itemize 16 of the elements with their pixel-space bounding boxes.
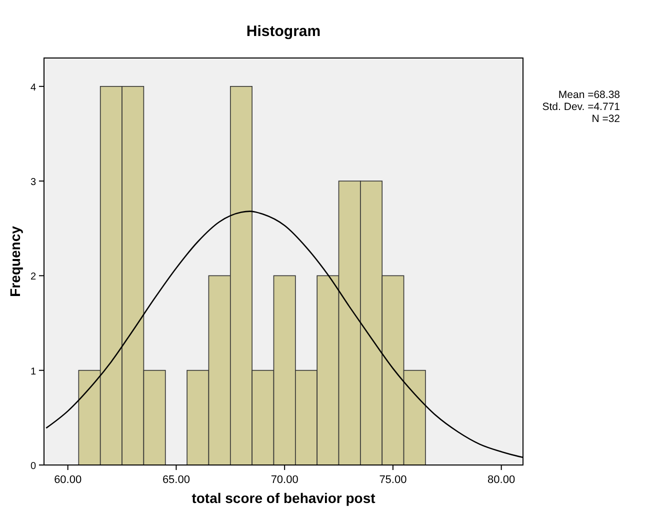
y-tick-label: 4 xyxy=(30,82,36,94)
x-tick-label: 65.00 xyxy=(162,474,190,486)
y-tick-label: 0 xyxy=(30,461,36,472)
y-axis-title: Frequency xyxy=(7,226,23,297)
x-axis-title: total score of behavior post xyxy=(192,490,376,506)
x-tick-label: 60.00 xyxy=(54,474,82,486)
y-tick-label: 2 xyxy=(30,272,36,283)
x-tick-label: 80.00 xyxy=(488,474,516,486)
chart-title: Histogram xyxy=(246,23,321,40)
text: Std. Dev. =4.771 xyxy=(542,101,620,113)
x-tick-label: 70.00 xyxy=(270,474,298,486)
text: Mean =68.38 xyxy=(558,89,620,101)
y-tick-label: 3 xyxy=(30,177,36,188)
y-tick-label: 1 xyxy=(30,366,36,378)
x-tick-label: 75.00 xyxy=(379,474,407,486)
text: N =32 xyxy=(592,113,620,125)
